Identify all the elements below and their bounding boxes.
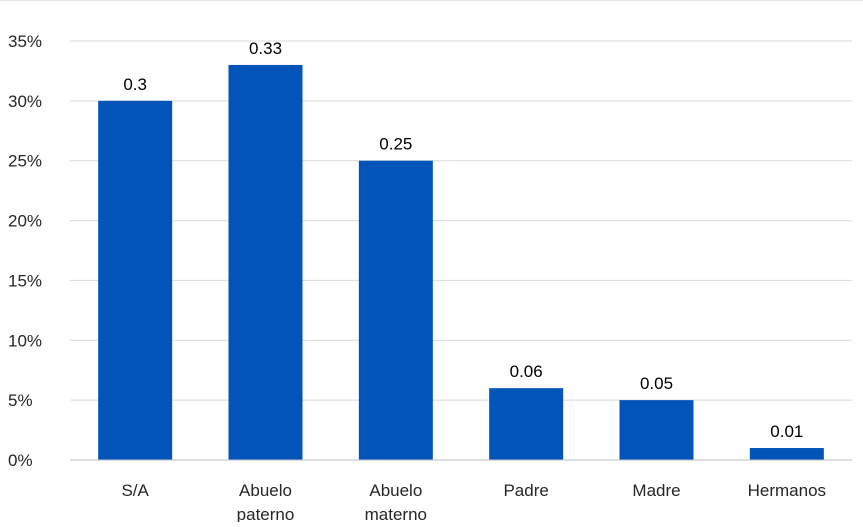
bar [358,160,433,460]
data-label: 0.01 [770,422,803,441]
y-tick-label: 25% [8,152,42,171]
data-label: 0.3 [123,75,147,94]
y-tick-label: 35% [8,32,42,51]
x-tick-label: Abuelo [239,481,292,500]
data-labels: 0.3 0.33 0.25 0.06 0.05 0.01 [123,39,803,441]
x-tick-label: Abuelo [369,481,422,500]
bar [489,388,564,460]
x-tick-label: materno [365,505,427,522]
x-tick-label: Madre [632,481,680,500]
x-tick-label: Padre [503,481,548,500]
y-tick-label: 15% [8,271,42,290]
x-tick-label: paterno [237,505,295,522]
data-label: 0.05 [640,374,673,393]
data-label: 0.25 [379,135,412,154]
y-tick-label: 10% [8,331,42,350]
data-label: 0.33 [249,39,282,58]
x-tick-label: Hermanos [748,481,826,500]
x-axis: S/A Abuelo paterno Abuelo materno Padre Madre H… [70,459,852,524]
x-tick-label: S/A [121,481,149,500]
y-axis: 0% 5% 10% 15% 20% 25% 30% 35% [8,32,42,470]
gridlines [70,40,852,401]
bar [98,100,173,460]
y-tick-label: 20% [8,212,42,231]
y-tick-label: 0% [8,451,33,470]
data-label: 0.06 [510,362,543,381]
bar [619,400,694,460]
bars [98,64,824,460]
bar [228,64,303,460]
y-tick-label: 30% [8,92,42,111]
bar [749,448,824,460]
y-tick-label: 5% [8,391,33,410]
